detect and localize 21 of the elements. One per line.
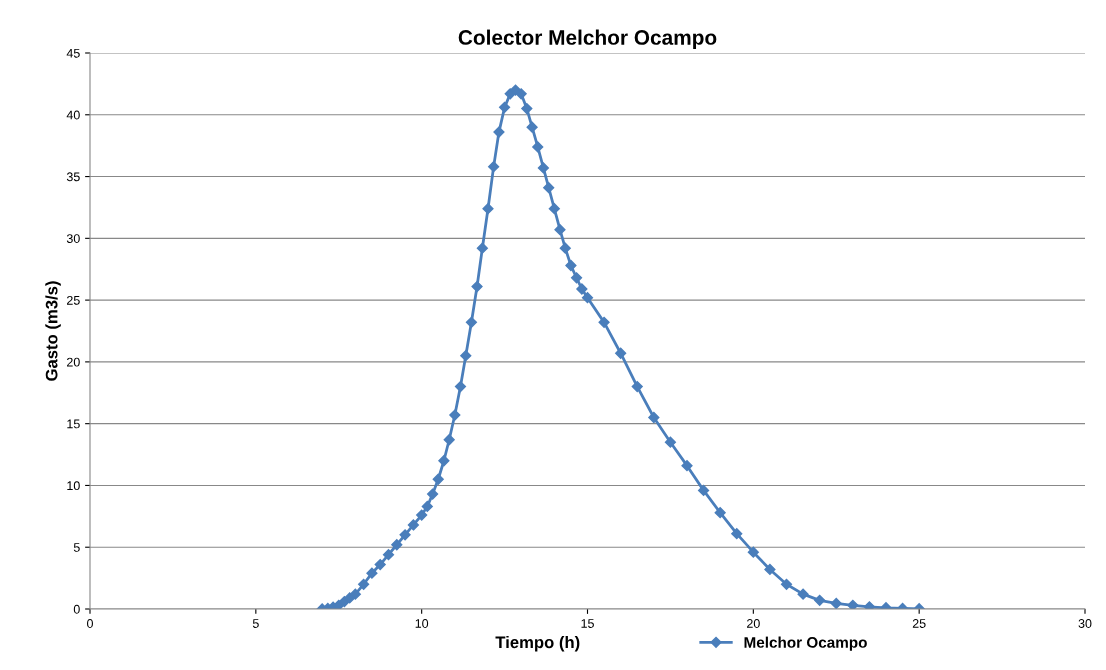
- chart-title: Colector Melchor Ocampo: [458, 29, 717, 49]
- y-tick-label: 35: [66, 172, 80, 182]
- y-tick-label: 0: [73, 604, 80, 614]
- x-tick-label: 5: [252, 619, 259, 628]
- y-tick-label: 10: [67, 481, 80, 491]
- y-tick-label: 5: [73, 543, 80, 552]
- y-tick-label: 15: [67, 419, 80, 429]
- y-tick-label: 25: [67, 295, 80, 305]
- y-tick-label: 45: [66, 48, 80, 58]
- x-tick-label: 0: [87, 619, 93, 628]
- legend-label: Melchor Ocampo: [744, 636, 867, 651]
- y-tick-label: 30: [66, 234, 80, 243]
- x-tick-label: 20: [747, 619, 760, 628]
- x-tick-label: 30: [1078, 619, 1092, 628]
- y-tick-label: 40: [66, 110, 80, 120]
- x-axis-title: Tiempo (h): [495, 635, 580, 652]
- x-tick-label: 15: [581, 619, 594, 628]
- y-axis-title: Gasto (m3/s): [45, 281, 61, 381]
- x-tick-label: 25: [912, 619, 926, 628]
- y-tick-label: 20: [67, 357, 80, 367]
- x-tick-label: 10: [415, 619, 429, 628]
